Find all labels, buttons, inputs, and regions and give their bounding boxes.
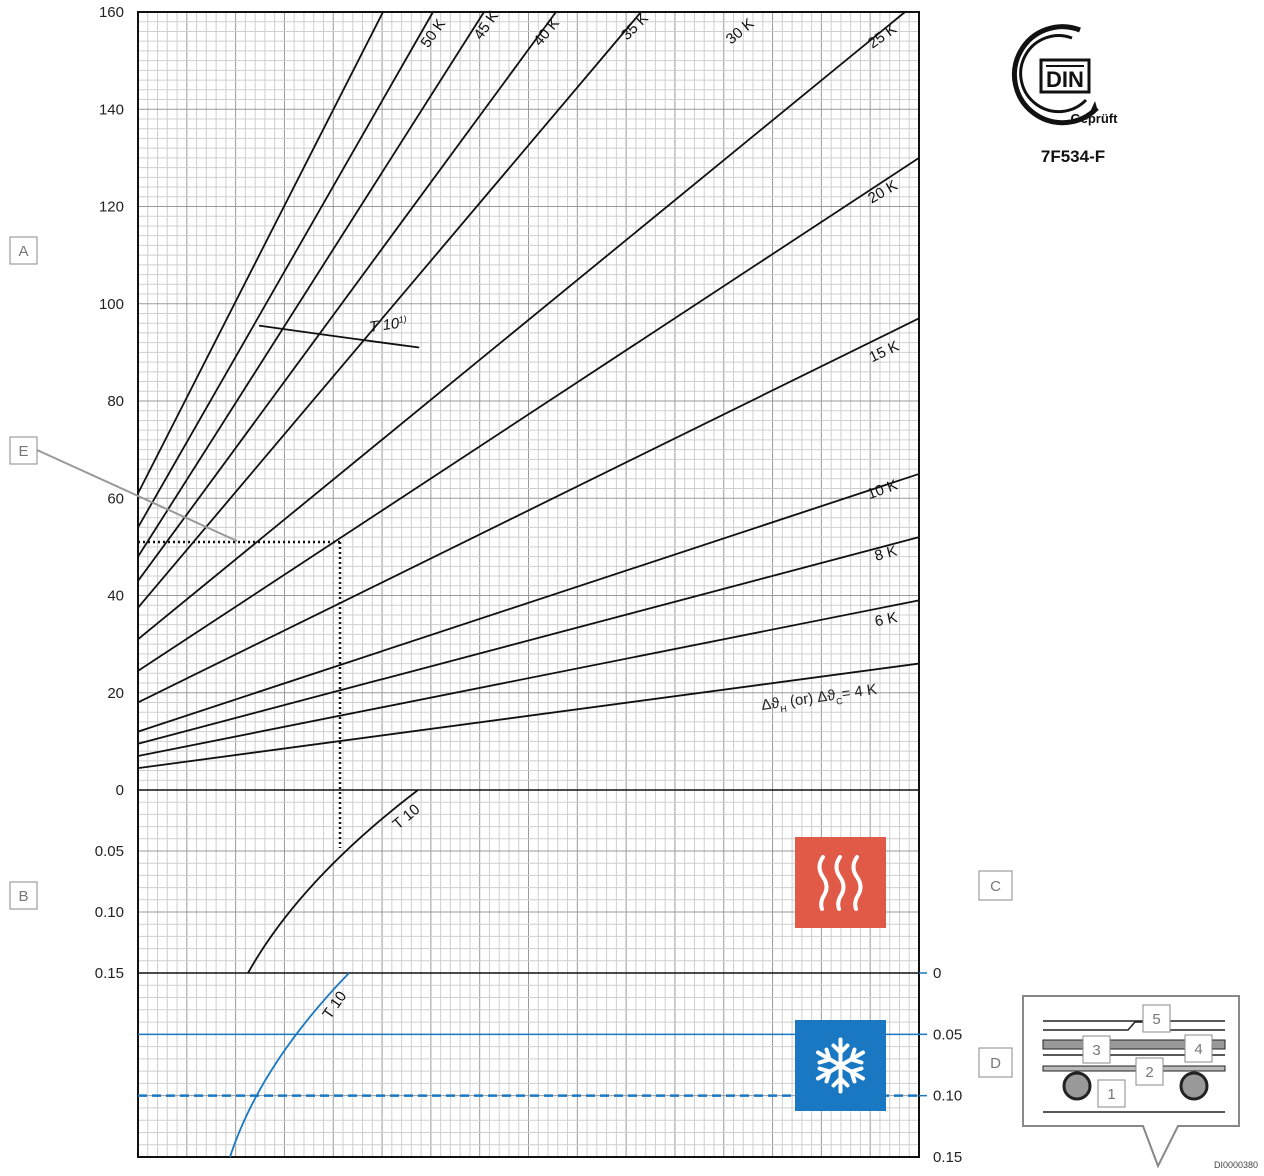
callout-b: B [9, 881, 38, 910]
line-15k [137, 317, 920, 704]
t10-curve-cooling [229, 972, 350, 1158]
line-6k [137, 599, 920, 757]
chart-annotations [138, 540, 342, 848]
t10-label-top: T 101) [368, 314, 408, 336]
y-tick-top-60: 60 [107, 490, 124, 507]
detail-label-2: 2 [1145, 1064, 1153, 1081]
y-tick-top-40: 40 [107, 588, 124, 605]
y-tick-bottom-0.15: 0.15 [933, 1149, 962, 1166]
line-45k [137, 11, 434, 528]
t10-label-heating: T 10 [390, 801, 424, 833]
line-10k [137, 473, 920, 733]
y-tick-top-80: 80 [107, 393, 124, 410]
callout-e: E [9, 436, 38, 465]
heating-waves-icon [795, 837, 886, 928]
image-id: DI0000380 [1214, 1160, 1258, 1170]
din-text: DIN [1046, 67, 1084, 92]
svg-text:A: A [18, 243, 28, 260]
series-label-6k: 6 K [873, 609, 899, 630]
svg-text:B: B [18, 888, 28, 905]
line-50k [137, 11, 384, 494]
callout-d: D [978, 1047, 1013, 1078]
snowflake-icon [795, 1020, 886, 1111]
certification-code: 7F534-F [1041, 147, 1105, 166]
line-35k [137, 11, 557, 582]
chart-frame [137, 11, 920, 1158]
geprueft-text: Geprüft [1071, 111, 1119, 126]
y-tick-top-100: 100 [99, 296, 124, 313]
t10-label-cooling: T 10 [319, 988, 350, 1022]
svg-text:D: D [990, 1055, 1001, 1072]
din-certification-badge: DIN Geprüft 7F534-F [1011, 24, 1119, 166]
grid [137, 11, 920, 1158]
svg-text:C: C [990, 878, 1001, 895]
y-tick-bottom-0.05: 0.05 [933, 1026, 962, 1043]
series-label-35k: 35 K [618, 10, 652, 44]
detail-label-4: 4 [1194, 1041, 1202, 1058]
series-label-4k: ΔϑH (or) ΔϑC= 4 K [760, 681, 878, 717]
y-tick-top-20: 20 [107, 685, 124, 702]
t10-curve-heating [247, 789, 419, 974]
line-4k [137, 662, 920, 770]
series-label-8k: 8 K [873, 543, 899, 565]
callout-a: A [9, 236, 38, 265]
y-tick-top-160: 160 [99, 4, 124, 21]
y-tick-mid-0.05: 0.05 [95, 843, 124, 860]
y-tick-bottom-0: 0 [933, 965, 941, 982]
floor-section-detail: 5 3 4 2 1 [1022, 995, 1240, 1169]
axis-ticks: 0 20 40 60 80 100 120 140 160 0.05 0.10 0.15 0 0.05 0.… [95, 4, 962, 1166]
line-40k [137, 11, 485, 558]
temperature-difference-lines [137, 11, 920, 1158]
y-tick-mid-0.10: 0.10 [95, 904, 124, 921]
detail-label-1: 1 [1107, 1086, 1115, 1103]
line-20k [137, 157, 920, 672]
y-tick-top-0: 0 [116, 782, 124, 799]
series-label-30k: 30 K [723, 15, 758, 48]
series-label-45k: 45 K [471, 8, 503, 43]
line-8k [137, 536, 920, 745]
y-tick-bottom-0.10: 0.10 [933, 1088, 962, 1105]
y-tick-mid-0.15: 0.15 [95, 965, 124, 982]
svg-text:E: E [18, 443, 28, 460]
line-25k [137, 11, 906, 640]
line-30k [137, 11, 642, 609]
series-label-50k: 50 K [418, 16, 450, 51]
detail-label-5: 5 [1152, 1011, 1160, 1028]
callout-e-leader [36, 449, 238, 542]
callout-c: C [978, 870, 1013, 901]
y-tick-top-120: 120 [99, 199, 124, 216]
t10-curve-top [258, 324, 420, 349]
detail-label-3: 3 [1092, 1042, 1100, 1059]
y-tick-top-140: 140 [99, 101, 124, 118]
